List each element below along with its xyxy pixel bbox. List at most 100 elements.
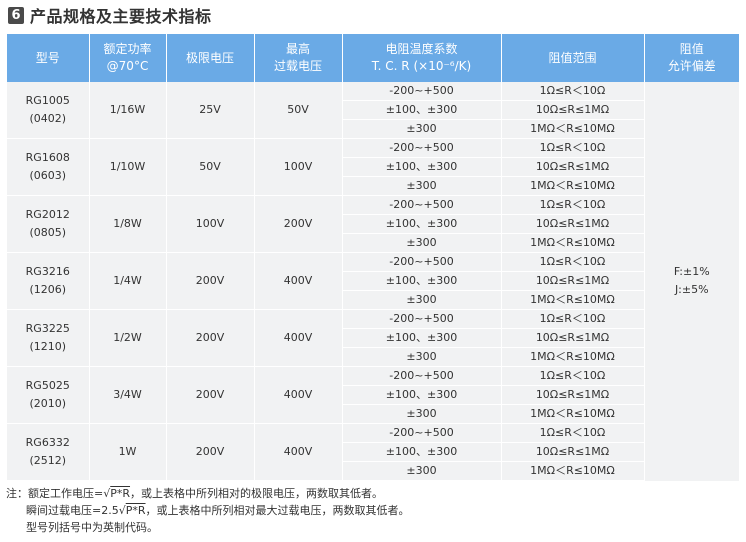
table-row: ±300 1MΩ＜R≤10MΩ — [7, 290, 739, 310]
header-model: 型号 — [7, 34, 90, 82]
tcr-cell: ±300 — [342, 290, 502, 310]
limit-voltage-cell: 200V — [166, 423, 255, 481]
limit-voltage-cell: 200V — [166, 252, 255, 310]
model-size-code: (1210) — [29, 340, 67, 353]
resistance-range-cell: 1Ω≤R＜10Ω — [501, 82, 645, 101]
overload-voltage-cell: 50V — [254, 82, 343, 139]
resistance-range-cell: 1Ω≤R＜10Ω — [501, 252, 645, 272]
resistance-range-cell: 10Ω≤R≤1MΩ — [501, 328, 645, 348]
resistance-range-cell: 1MΩ＜R≤10MΩ — [501, 290, 645, 310]
tcr-cell: ±100、±300 — [342, 328, 502, 348]
table-row: ±100、±300 10Ω≤R≤1MΩ — [7, 271, 739, 291]
table-row: RG5025 (2010) 3/4W 200V 400V -200~+500 1Ω≤R＜10… — [7, 366, 739, 424]
header-resistance-range: 阻值范围 — [501, 34, 645, 82]
table-row: ±300 1MΩ＜R≤10MΩ — [7, 404, 739, 424]
model-cell: RG5025 (2010) — [7, 366, 90, 424]
notes: 注：额定工作电压=√P*R，或上表格中所列相对的极限电压，两数取其低者。 瞬间过… — [6, 485, 410, 536]
resistance-range-cell: 1Ω≤R＜10Ω — [501, 195, 645, 215]
tcr-cell: ±100、±300 — [342, 214, 502, 234]
tcr-cell: ±100、±300 — [342, 157, 502, 177]
model-size-code: (1206) — [29, 283, 67, 296]
resistance-range-cell: 10Ω≤R≤1MΩ — [501, 214, 645, 234]
table-row: ±100、±300 10Ω≤R≤1MΩ — [7, 100, 739, 120]
tcr-cell: ±100、±300 — [342, 385, 502, 405]
table-row: ±300 1MΩ＜R≤10MΩ — [7, 347, 739, 367]
resistance-range-cell: 1Ω≤R＜10Ω — [501, 423, 645, 443]
tcr-cell: -200~+500 — [342, 366, 502, 386]
resistance-range-cell: 1Ω≤R＜10Ω — [501, 366, 645, 386]
rated-power-cell: 1/4W — [89, 252, 167, 310]
tcr-cell: ±300 — [342, 233, 502, 253]
tcr-cell: -200~+500 — [342, 195, 502, 215]
rated-power-cell: 1W — [89, 423, 167, 481]
resistance-range-cell: 1Ω≤R＜10Ω — [501, 309, 645, 329]
resistance-range-cell: 1MΩ＜R≤10MΩ — [501, 119, 645, 139]
rated-power-cell: 3/4W — [89, 366, 167, 424]
section-number-badge: 6 — [8, 6, 24, 24]
table-row: ±300 1MΩ＜R≤10MΩ — [7, 461, 739, 481]
header-tcr: 电阻温度系数 T. C. R (×10⁻⁶/K) — [342, 34, 502, 82]
table-row: RG1005 (0402) 1/16W 25V 50V -200~+500 1Ω≤R＜10Ω… — [7, 82, 739, 481]
model-cell: RG1608 (0603) — [7, 138, 90, 196]
table-row: ±100、±300 10Ω≤R≤1MΩ — [7, 214, 739, 234]
model-size-code: (0402) — [29, 112, 67, 125]
tcr-cell: -200~+500 — [342, 252, 502, 272]
limit-voltage-cell: 25V — [166, 82, 255, 139]
tolerance-value: J:±5% — [674, 283, 709, 297]
header-tolerance: 阻值 允许偏差 — [644, 34, 739, 82]
tcr-cell: ±300 — [342, 119, 502, 139]
resistance-range-cell: 10Ω≤R≤1MΩ — [501, 442, 645, 462]
resistance-range-cell: 10Ω≤R≤1MΩ — [501, 100, 645, 120]
model-name: RG2012 — [25, 208, 70, 221]
resistance-range-cell: 1MΩ＜R≤10MΩ — [501, 404, 645, 424]
model-cell: RG3225 (1210) — [7, 309, 90, 367]
model-name: RG5025 — [25, 379, 70, 392]
tcr-cell: ±100、±300 — [342, 442, 502, 462]
model-name: RG1005 — [25, 94, 70, 107]
section-title: 产品规格及主要技术指标 — [30, 7, 212, 26]
model-cell: RG2012 (0805) — [7, 195, 90, 253]
tcr-cell: ±100、±300 — [342, 271, 502, 291]
limit-voltage-cell: 200V — [166, 366, 255, 424]
limit-voltage-cell: 100V — [166, 195, 255, 253]
note-line-2: 瞬间过载电压=2.5√P*R，或上表格中所列相对最大过载电压，两数取其低者。 — [26, 504, 410, 517]
rated-power-cell: 1/8W — [89, 195, 167, 253]
note-line-3: 型号列括号中为英制代码。 — [26, 521, 158, 534]
table-header-row: 型号 额定功率 @70°C 极限电压 最高 过载电压 电阻温度系数 T. C. R (… — [7, 34, 739, 82]
model-cell: RG1005 (0402) — [7, 82, 90, 139]
limit-voltage-cell: 50V — [166, 138, 255, 196]
table-row: RG1608 (0603) 1/10W 50V 100V -200~+500 1Ω≤R＜10… — [7, 138, 739, 196]
table-row: RG3216 (1206) 1/4W 200V 400V -200~+500 1Ω≤R＜10… — [7, 252, 739, 310]
table-row: ±100、±300 10Ω≤R≤1MΩ — [7, 385, 739, 405]
rated-power-cell: 1/10W — [89, 138, 167, 196]
model-cell: RG6332 (2512) — [7, 423, 90, 481]
tolerance-value: F:±1% — [673, 265, 710, 279]
overload-voltage-cell: 400V — [254, 366, 343, 424]
tcr-cell: ±300 — [342, 347, 502, 367]
resistance-range-cell: 1MΩ＜R≤10MΩ — [501, 347, 645, 367]
model-name: RG6332 — [25, 436, 70, 449]
tcr-cell: -200~+500 — [342, 309, 502, 329]
table-row: ±100、±300 10Ω≤R≤1MΩ — [7, 328, 739, 348]
table-row: RG3225 (1210) 1/2W 200V 400V -200~+500 1Ω≤R＜10… — [7, 309, 739, 367]
table-row: RG2012 (0805) 1/8W 100V 200V -200~+500 1Ω≤R＜10… — [7, 195, 739, 253]
table-row: ±100、±300 10Ω≤R≤1MΩ — [7, 157, 739, 177]
overload-voltage-cell: 200V — [254, 195, 343, 253]
resistance-range-cell: 10Ω≤R≤1MΩ — [501, 271, 645, 291]
tcr-cell: ±300 — [342, 404, 502, 424]
table-row: ±100、±300 10Ω≤R≤1MΩ — [7, 442, 739, 462]
tcr-cell: -200~+500 — [342, 423, 502, 443]
overload-voltage-cell: 400V — [254, 252, 343, 310]
resistance-range-cell: 1Ω≤R＜10Ω — [501, 138, 645, 158]
overload-voltage-cell: 100V — [254, 138, 343, 196]
tcr-cell: ±300 — [342, 461, 502, 481]
overload-voltage-cell: 400V — [254, 309, 343, 367]
model-size-code: (0603) — [29, 169, 67, 182]
tcr-cell: ±300 — [342, 176, 502, 196]
resistance-range-cell: 1MΩ＜R≤10MΩ — [501, 461, 645, 481]
model-name: RG3216 — [25, 265, 70, 278]
rated-power-cell: 1/16W — [89, 82, 167, 139]
model-size-code: (0805) — [29, 226, 67, 239]
table-row: ±300 1MΩ＜R≤10MΩ — [7, 119, 739, 139]
tcr-cell: -200~+500 — [342, 82, 502, 101]
